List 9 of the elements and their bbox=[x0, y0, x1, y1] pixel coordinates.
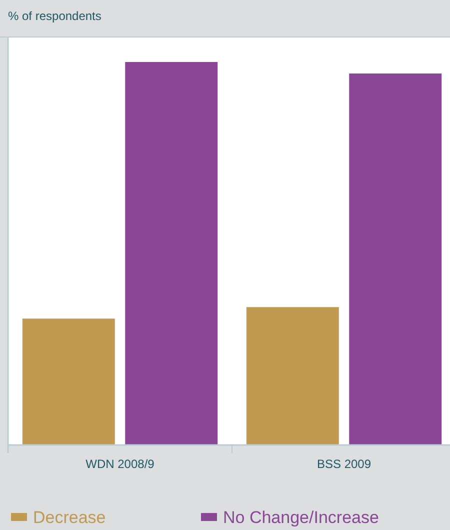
x-tick-label: BSS 2009 bbox=[316, 457, 372, 471]
bar bbox=[246, 307, 339, 445]
bar bbox=[349, 73, 442, 445]
x-tick-label: WDN 2008/9 bbox=[86, 457, 155, 471]
bar bbox=[125, 62, 218, 445]
y-axis-title: % of respondents bbox=[8, 9, 102, 23]
legend-label: Decrease bbox=[33, 508, 106, 527]
bar bbox=[22, 318, 115, 445]
legend-label: No Change/Increase bbox=[223, 508, 379, 527]
